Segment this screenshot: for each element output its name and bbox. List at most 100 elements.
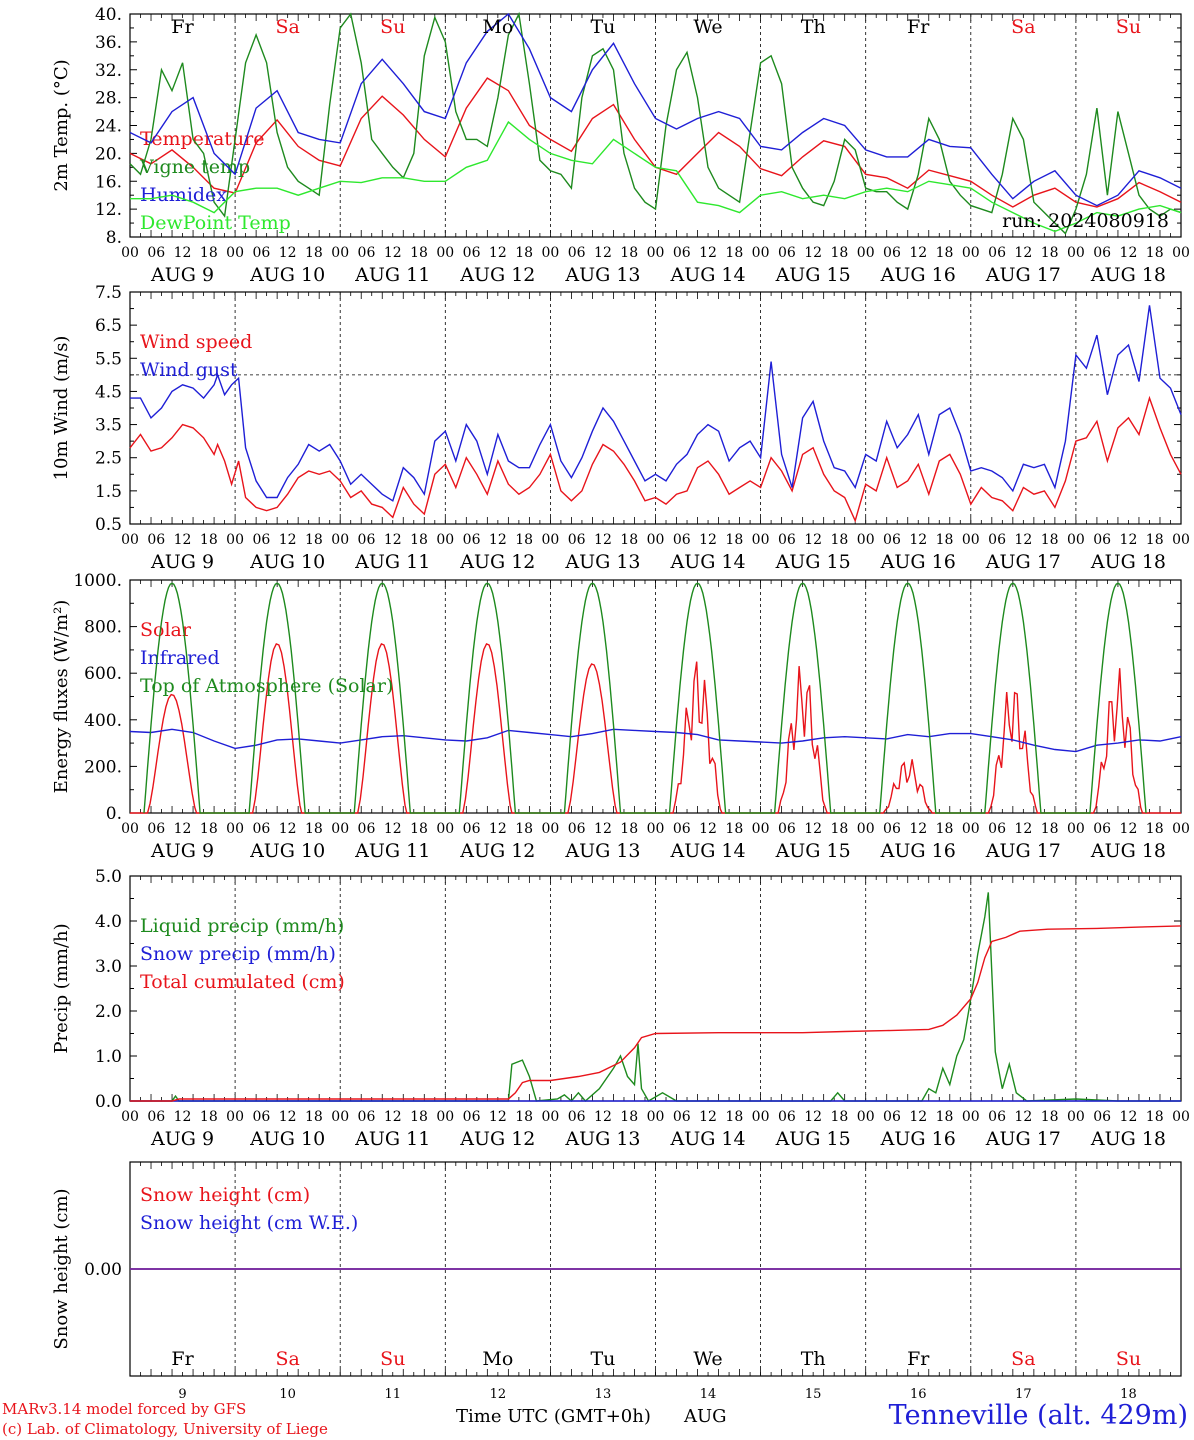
day-number-label: 18	[1120, 1387, 1137, 1400]
y-axis-label: Energy fluxes (W/m²)	[51, 600, 72, 794]
hour-label: 00	[121, 532, 139, 548]
hour-label: 06	[1093, 532, 1111, 548]
hour-label: 06	[463, 532, 481, 548]
hour-label: 00	[857, 821, 875, 837]
hour-label: 18	[305, 532, 323, 548]
date-label: AUG 17	[985, 551, 1061, 573]
hour-label: 12	[804, 532, 822, 548]
hour-label: 00	[752, 1109, 770, 1125]
hour-label: 12	[384, 1109, 402, 1125]
legend-entry: Vigne temp	[139, 156, 250, 178]
date-label: AUG 10	[249, 264, 325, 286]
hour-label: 06	[568, 245, 586, 261]
hour-label: 18	[305, 245, 323, 261]
legend-entry: Solar	[140, 619, 192, 641]
panel-wind: 0.5 1.5 2.5 3.5 4.5 5.5 6.5 7.5 10m Wind (m/s) Wi…	[51, 283, 1190, 573]
weekday-label: Mo	[482, 16, 513, 38]
hour-label: 06	[988, 1109, 1006, 1125]
hour-label: 06	[568, 1109, 586, 1125]
hour-label: 00	[647, 1109, 665, 1125]
hour-label: 00	[226, 245, 244, 261]
hour-label: 12	[1014, 821, 1032, 837]
date-label: AUG 15	[775, 840, 851, 862]
hour-label: 00	[121, 245, 139, 261]
hour-label: 12	[909, 821, 927, 837]
hour-label: 00	[436, 1109, 454, 1125]
weekday-label: We	[693, 16, 722, 38]
weekday-label: Su	[1116, 16, 1141, 38]
hour-label: 12	[174, 532, 192, 548]
legend-entry: Total cumulated (cm)	[140, 971, 345, 993]
hour-label: 18	[515, 1109, 533, 1125]
hour-label: 12	[699, 532, 717, 548]
weekday-label: Sa	[275, 16, 299, 38]
hour-label: 18	[725, 821, 743, 837]
y-tick-label: 5.5	[95, 349, 122, 369]
hour-label: 00	[752, 532, 770, 548]
panel-precip: 0.0 1.0 2.0 3.0 4.0 5.0 Precip (mm/h) Liquid pr…	[51, 867, 1190, 1150]
date-label: AUG 13	[564, 264, 640, 286]
date-label: AUG 9	[150, 1128, 214, 1150]
legend-entry: Humidex	[140, 184, 227, 206]
hour-label: 18	[936, 1109, 954, 1125]
hour-label: 06	[147, 821, 165, 837]
hour-label: 18	[515, 532, 533, 548]
hour-label: 00	[436, 245, 454, 261]
hour-label: 12	[174, 1109, 192, 1125]
hour-label: 00	[857, 1109, 875, 1125]
hour-label: 00	[1067, 532, 1085, 548]
y-tick-label: 600.	[84, 664, 122, 684]
hour-label: 00	[436, 532, 454, 548]
run-label: run: 2024080918	[1002, 210, 1169, 232]
series-line-humidex	[129, 12, 1182, 207]
legend-entry: Wind gust	[140, 359, 238, 381]
series-line-total-cumulated-cm	[130, 925, 1182, 1102]
hour-label: 18	[725, 1109, 743, 1125]
hour-label: 06	[463, 1109, 481, 1125]
date-label: AUG 10	[249, 551, 325, 573]
legend-entry: Temperature	[140, 128, 264, 150]
hour-label: 06	[568, 532, 586, 548]
hour-label: 12	[384, 532, 402, 548]
date-label: AUG 13	[564, 840, 640, 862]
date-label: AUG 9	[150, 264, 214, 286]
hour-label: 18	[936, 245, 954, 261]
hour-label: 00	[541, 532, 559, 548]
hour-label: 00	[1067, 245, 1085, 261]
hour-label: 06	[988, 532, 1006, 548]
hour-label: 06	[147, 1109, 165, 1125]
hour-label: 12	[909, 245, 927, 261]
date-label: AUG 16	[880, 1128, 956, 1150]
hour-label: 12	[489, 821, 507, 837]
hour-label: 18	[410, 1109, 428, 1125]
hour-label: 18	[1041, 821, 1059, 837]
model-credit: MARv3.14 model forced by GFS	[2, 1400, 247, 1418]
hour-label: 06	[1093, 1109, 1111, 1125]
hour-label: 12	[1120, 1109, 1138, 1125]
day-number-label: 10	[279, 1387, 296, 1400]
series-line-top-of-atmosphere-solar	[143, 582, 1147, 814]
day-number-label: 16	[910, 1387, 927, 1400]
hour-label: 18	[410, 532, 428, 548]
date-label: AUG 13	[564, 1128, 640, 1150]
date-label: AUG 9	[150, 840, 214, 862]
hour-label: 00	[226, 532, 244, 548]
hour-label: 18	[936, 821, 954, 837]
hour-label: 06	[463, 821, 481, 837]
hour-label: 00	[541, 245, 559, 261]
hour-label: 18	[410, 821, 428, 837]
hour-label: 18	[1041, 245, 1059, 261]
x-axis-month: AUG	[684, 1406, 727, 1427]
day-number-label: 15	[805, 1387, 822, 1400]
y-tick-label: 20.	[95, 144, 122, 164]
date-label: AUG 17	[985, 840, 1061, 862]
hour-label: 00	[331, 245, 349, 261]
hour-label: 06	[358, 821, 376, 837]
weekday-label: Sa	[275, 1348, 299, 1370]
hour-label: 00	[541, 821, 559, 837]
date-label: AUG 14	[669, 264, 745, 286]
hour-label: 18	[831, 821, 849, 837]
hour-label: 18	[305, 821, 323, 837]
hour-label: 06	[358, 1109, 376, 1125]
day-number-label: 9	[178, 1387, 186, 1400]
